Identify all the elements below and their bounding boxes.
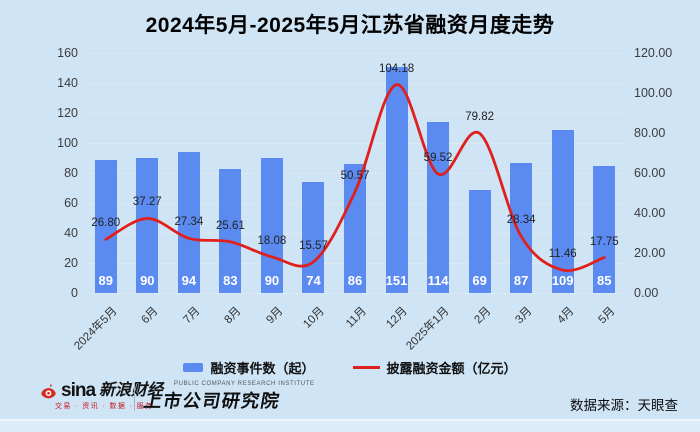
legend-bar-label: 融资事件数（起） <box>210 361 315 376</box>
y-axis-right-tick-label: 0.00 <box>634 286 659 300</box>
legend: 融资事件数（起） 披露融资金额（亿元） <box>0 358 700 377</box>
y-axis-left-tick-label: 20 <box>64 256 78 270</box>
sina-eye-icon <box>41 384 56 399</box>
data-source-text: 数据来源：天眼查 <box>570 398 678 413</box>
line-series-swatch-icon <box>352 366 380 369</box>
y-axis-right-tick-label: 80.00 <box>634 126 666 140</box>
footer: sina 新浪财经 交易 · 资讯 · 数据 · 服务 PUBLIC COMPA… <box>0 379 700 421</box>
gridline <box>85 292 625 294</box>
line-value-label: 26.80 <box>91 217 121 230</box>
bar-value-label: 90 <box>264 273 280 288</box>
institute-english-text: PUBLIC COMPANY RESEARCH INSTITUTE <box>174 381 315 387</box>
y-axis-right-tick-label: 100.00 <box>634 86 673 100</box>
bar-value-label: 89 <box>98 273 113 288</box>
bar-series-swatch-icon <box>183 363 204 372</box>
footer-divider <box>134 383 135 411</box>
x-axis-tick-label: 12月 <box>384 305 411 331</box>
gridline <box>85 112 625 114</box>
line-value-label: 50.57 <box>340 169 370 182</box>
sina-brand-text: sina <box>61 380 96 401</box>
x-axis-tick-label: 10月 <box>301 305 328 331</box>
y-axis-right-tick-label: 20.00 <box>634 246 666 260</box>
gridline <box>85 142 625 144</box>
bar-value-label: 94 <box>181 273 197 288</box>
y-axis-left-tick-label: 100 <box>57 136 78 150</box>
x-axis-tick-label: 2025年1月 <box>404 305 452 353</box>
y-axis-left-tick-label: 0 <box>71 286 78 300</box>
x-axis-tick-label: 2024年5月 <box>72 305 120 353</box>
x-axis-tick-label: 11月 <box>343 305 369 331</box>
bar-value-label: 85 <box>596 273 612 288</box>
y-axis-right-tick-label: 120.00 <box>634 46 673 60</box>
line-value-label: 28.34 <box>506 214 536 227</box>
x-axis-tick-label: 3月 <box>513 305 535 327</box>
bar-value-label: 90 <box>140 273 155 288</box>
y-axis-right-tick-label: 60.00 <box>634 166 666 180</box>
y-axis-left-tick-label: 60 <box>64 196 78 210</box>
x-axis-tick-label: 9月 <box>264 305 286 327</box>
research-institute-logo: PUBLIC COMPANY RESEARCH INSTITUTE 上市公司研究… <box>142 381 315 413</box>
legend-line-label: 披露融资金额（亿元） <box>386 361 517 376</box>
y-axis-left-tick-label: 120 <box>57 106 78 120</box>
bar-value-label: 74 <box>306 273 321 288</box>
y-axis-right-tick-label: 40.00 <box>634 206 666 220</box>
line-value-label: 79.82 <box>465 111 494 124</box>
line-value-label: 104.18 <box>378 62 415 75</box>
line-value-label: 25.61 <box>215 219 245 232</box>
x-axis-tick-label: 8月 <box>222 305 244 327</box>
bar-value-label: 86 <box>347 273 363 288</box>
y-axis-left-tick-label: 80 <box>64 166 78 180</box>
bar-value-label: 87 <box>513 273 529 288</box>
gridline <box>85 52 625 54</box>
bar <box>427 122 450 293</box>
sina-finance-text: 新浪财经 <box>99 382 164 399</box>
bar <box>551 129 574 293</box>
x-axis-tick-label: 7月 <box>181 305 203 327</box>
y-axis-left-tick-label: 160 <box>57 46 78 60</box>
y-axis-left-tick-label: 140 <box>57 76 78 90</box>
sina-finance-logo: sina 新浪财经 交易 · 资讯 · 数据 · 服务 <box>40 380 164 411</box>
gridline <box>85 82 625 84</box>
x-axis-tick-label: 6月 <box>139 305 161 327</box>
line-value-label: 11.46 <box>548 248 577 261</box>
line-value-label: 15.57 <box>299 239 328 252</box>
bar-value-label: 109 <box>551 273 574 288</box>
x-axis-tick-label: 4月 <box>555 305 577 327</box>
line-value-label: 18.08 <box>257 234 287 247</box>
bar-value-label: 114 <box>427 273 449 288</box>
x-axis-tick-label: 5月 <box>596 305 618 327</box>
legend-item-bar-series: 融资事件数（起） <box>183 358 315 377</box>
x-axis-tick-label: 2月 <box>472 305 494 327</box>
bar-value-label: 83 <box>223 273 238 288</box>
bottom-strip <box>0 419 700 432</box>
y-axis-left-tick-label: 40 <box>64 226 78 240</box>
legend-item-line-series: 披露融资金额（亿元） <box>352 358 517 377</box>
line-value-label: 17.75 <box>589 235 619 248</box>
line-value-label: 37.27 <box>132 196 162 209</box>
sina-tagline: 交易 · 资讯 · 数据 · 服务 <box>55 403 154 410</box>
bar-value-label: 69 <box>472 273 487 288</box>
institute-name-text: 上市公司研究院 <box>142 391 283 411</box>
bar-value-label: 151 <box>385 273 408 288</box>
chart-title: 2024年5月-2025年5月江苏省融资月度走势 <box>145 14 555 37</box>
line-value-label: 27.34 <box>174 216 204 229</box>
line-value-label: 59.52 <box>423 151 453 164</box>
